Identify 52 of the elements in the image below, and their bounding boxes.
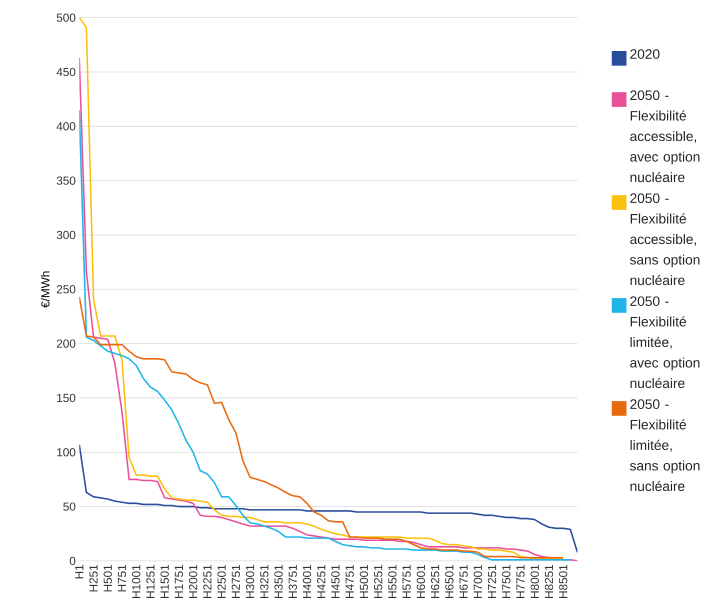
x-tick-label: H1251 (146, 564, 155, 598)
legend-label: 2050 - Flexibilité accessible, avec option nucléaire (630, 90, 700, 182)
x-tick-label: H7751 (516, 564, 525, 598)
legend-label: 2050 - Flexibilité accessible, sans option nucléaire (630, 193, 700, 286)
y-tick-label: 0 (70, 556, 76, 566)
x-tick-label: H4251 (317, 564, 326, 598)
x-tick-label: H1751 (174, 564, 183, 598)
x-tick-label: H6001 (416, 564, 426, 598)
y-tick-label: 200 (56, 339, 76, 348)
y-tick-label: 500 (56, 14, 76, 22)
x-tick-label: H251 (89, 564, 98, 592)
y-tick-label: 450 (56, 68, 76, 76)
x-tick-label: H7251 (488, 564, 496, 598)
x-tick-label: H4501 (331, 564, 340, 598)
y-tick-label: 250 (56, 285, 76, 294)
y-tick-label: 400 (56, 122, 76, 130)
y-axis-title: €/MWh (40, 271, 50, 308)
legend-label: 2020 (630, 49, 660, 59)
x-tick-label: H5251 (374, 564, 382, 598)
y-tick-label: 300 (56, 230, 76, 240)
x-tick-label: H2501 (217, 564, 226, 598)
y-tick-label: 50 (63, 502, 76, 511)
x-tick-label: H2001 (188, 564, 198, 598)
legend-label: 2050 - Flexibilité limitée, avec option nucléaire (630, 296, 700, 388)
x-tick-label: H8001 (530, 564, 539, 598)
x-tick-label: H3501 (274, 564, 283, 598)
x-tick-label: H2751 (232, 564, 240, 598)
x-tick-label: H8501 (559, 564, 568, 598)
x-tick-label: H6501 (445, 564, 454, 598)
x-tick-label: H6751 (459, 564, 468, 598)
x-tick-label: H1501 (160, 564, 169, 598)
x-tick-label: H5751 (402, 564, 411, 598)
x-tick-label: H7501 (502, 564, 510, 598)
y-tick-label: 350 (56, 176, 76, 185)
x-tick-label: H5001 (360, 564, 368, 598)
x-tick-label: H4751 (346, 564, 354, 598)
x-tick-label: H6251 (430, 564, 440, 598)
y-tick-label: 100 (57, 448, 76, 456)
legend-label: 2050 - Flexibilité limitée, sans option nucléaire (630, 399, 700, 492)
y-tick-label: 150 (57, 394, 76, 402)
x-tick-label: H5501 (388, 564, 397, 598)
x-tick-label: H4001 (302, 564, 312, 598)
x-tick-label: H501 (104, 564, 112, 592)
x-tick-label: H751 (118, 564, 126, 592)
x-tick-label: H7001 (474, 564, 482, 598)
x-tick-label: H8251 (544, 564, 554, 598)
x-tick-label: H3751 (288, 564, 297, 598)
x-tick-label: H3001 (246, 564, 254, 598)
x-tick-label: H3251 (260, 564, 268, 598)
x-tick-label: H2251 (203, 564, 212, 598)
x-tick-label: H1001 (132, 564, 140, 598)
x-tick-label: H1 (75, 564, 84, 578)
